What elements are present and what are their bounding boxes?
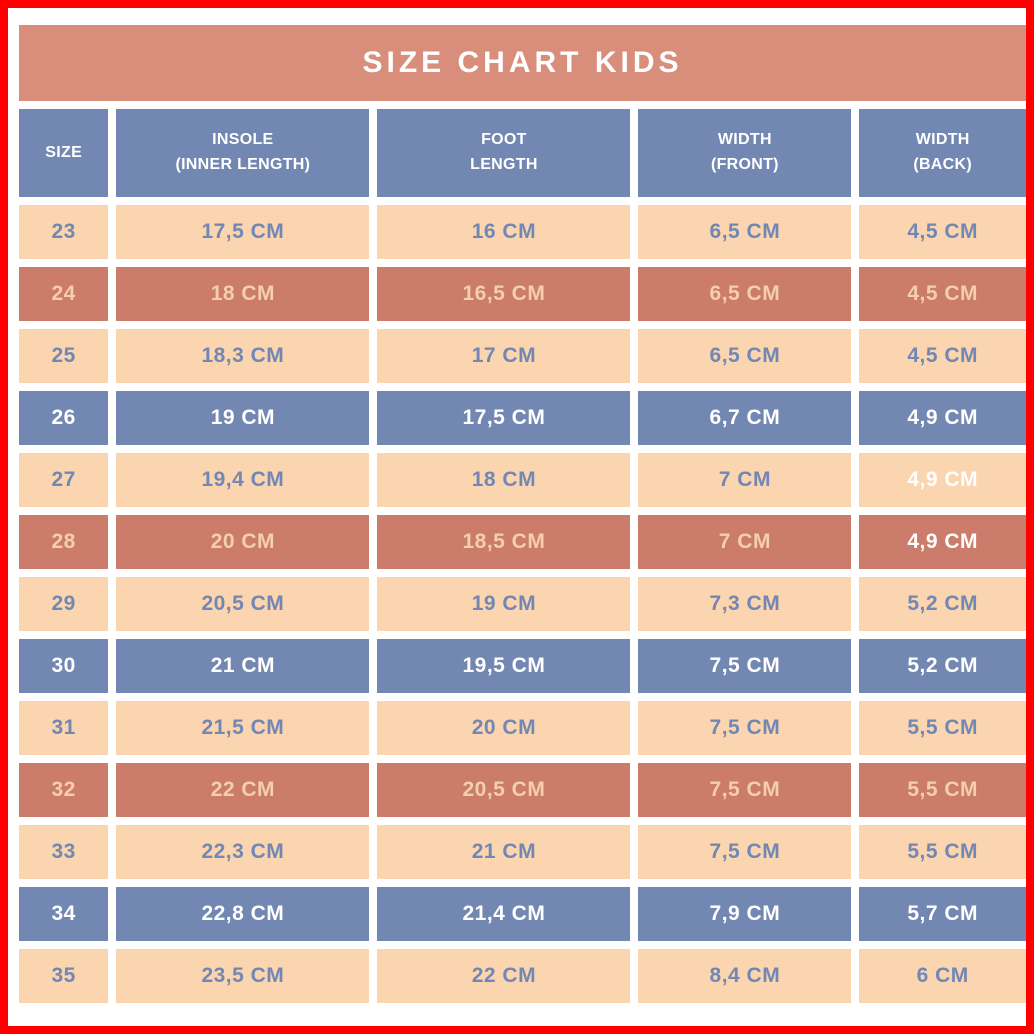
row-32-width-front-cell: 7,5 CM (638, 763, 852, 817)
row-24-size-cell: 24 (19, 267, 109, 321)
row-23-width-front-cell: 6,5 CM (638, 205, 852, 259)
row-25-width-back-cell: 4,5 CM (859, 329, 1026, 383)
row-34-width-front-cell: 7,9 CM (638, 887, 852, 941)
row-30-insole-cell: 21 CM (116, 639, 370, 693)
row-24-foot-cell: 16,5 CM (377, 267, 631, 321)
row-34-insole-cell: 22,8 CM (116, 887, 370, 941)
row-33-insole-cell: 22,3 CM (116, 825, 370, 879)
row-27-insole-cell: 19,4 CM (116, 453, 370, 507)
column-header-width-back: WIDTH (BACK) (859, 109, 1026, 197)
row-33-width-front-cell: 7,5 CM (638, 825, 852, 879)
row-30-width-back-cell: 5,2 CM (859, 639, 1026, 693)
row-27-foot-cell: 18 CM (377, 453, 631, 507)
row-23-foot-cell: 16 CM (377, 205, 631, 259)
row-28-foot-cell: 18,5 CM (377, 515, 631, 569)
row-35-insole-cell: 23,5 CM (116, 949, 370, 1003)
row-33-width-back-cell: 5,5 CM (859, 825, 1026, 879)
row-27-width-front-cell: 7 CM (638, 453, 852, 507)
row-34-foot-cell: 21,4 CM (377, 887, 631, 941)
row-28-width-back-cell: 4,9 CM (859, 515, 1026, 569)
row-23-insole-cell: 17,5 CM (116, 205, 370, 259)
row-35-width-front-cell: 8,4 CM (638, 949, 852, 1003)
row-24-width-back-cell: 4,5 CM (859, 267, 1026, 321)
row-26-foot-cell: 17,5 CM (377, 391, 631, 445)
row-33-size-cell: 33 (19, 825, 109, 879)
row-29-width-back-cell: 5,2 CM (859, 577, 1026, 631)
row-30-width-front-cell: 7,5 CM (638, 639, 852, 693)
row-26-width-front-cell: 6,7 CM (638, 391, 852, 445)
row-32-foot-cell: 20,5 CM (377, 763, 631, 817)
row-31-width-back-cell: 5,5 CM (859, 701, 1026, 755)
column-header-size: SIZE (19, 109, 109, 197)
row-27-size-cell: 27 (19, 453, 109, 507)
row-32-size-cell: 32 (19, 763, 109, 817)
column-header-insole: INSOLE (INNER LENGTH) (116, 109, 370, 197)
size-table: SIZE INSOLE (INNER LENGTH) FOOT LENGTH WIDT… (19, 109, 1026, 1003)
row-26-insole-cell: 19 CM (116, 391, 370, 445)
title-banner: SIZE CHART KIDS (19, 25, 1026, 101)
row-24-insole-cell: 18 CM (116, 267, 370, 321)
row-29-width-front-cell: 7,3 CM (638, 577, 852, 631)
row-29-foot-cell: 19 CM (377, 577, 631, 631)
row-30-foot-cell: 19,5 CM (377, 639, 631, 693)
row-34-size-cell: 34 (19, 887, 109, 941)
column-header-width-front: WIDTH (FRONT) (638, 109, 852, 197)
row-25-foot-cell: 17 CM (377, 329, 631, 383)
row-30-size-cell: 30 (19, 639, 109, 693)
row-35-size-cell: 35 (19, 949, 109, 1003)
row-29-insole-cell: 20,5 CM (116, 577, 370, 631)
row-33-foot-cell: 21 CM (377, 825, 631, 879)
row-29-size-cell: 29 (19, 577, 109, 631)
row-31-size-cell: 31 (19, 701, 109, 755)
row-25-size-cell: 25 (19, 329, 109, 383)
row-28-width-front-cell: 7 CM (638, 515, 852, 569)
row-28-size-cell: 28 (19, 515, 109, 569)
row-32-width-back-cell: 5,5 CM (859, 763, 1026, 817)
row-28-insole-cell: 20 CM (116, 515, 370, 569)
row-24-width-front-cell: 6,5 CM (638, 267, 852, 321)
row-31-width-front-cell: 7,5 CM (638, 701, 852, 755)
row-35-foot-cell: 22 CM (377, 949, 631, 1003)
row-35-width-back-cell: 6 CM (859, 949, 1026, 1003)
row-25-insole-cell: 18,3 CM (116, 329, 370, 383)
row-23-width-back-cell: 4,5 CM (859, 205, 1026, 259)
row-23-size-cell: 23 (19, 205, 109, 259)
row-34-width-back-cell: 5,7 CM (859, 887, 1026, 941)
page-title: SIZE CHART KIDS (362, 46, 683, 79)
row-25-width-front-cell: 6,5 CM (638, 329, 852, 383)
row-31-insole-cell: 21,5 CM (116, 701, 370, 755)
row-27-width-back-cell: 4,9 CM (859, 453, 1026, 507)
row-26-size-cell: 26 (19, 391, 109, 445)
row-31-foot-cell: 20 CM (377, 701, 631, 755)
row-26-width-back-cell: 4,9 CM (859, 391, 1026, 445)
row-32-insole-cell: 22 CM (116, 763, 370, 817)
column-header-foot: FOOT LENGTH (377, 109, 631, 197)
